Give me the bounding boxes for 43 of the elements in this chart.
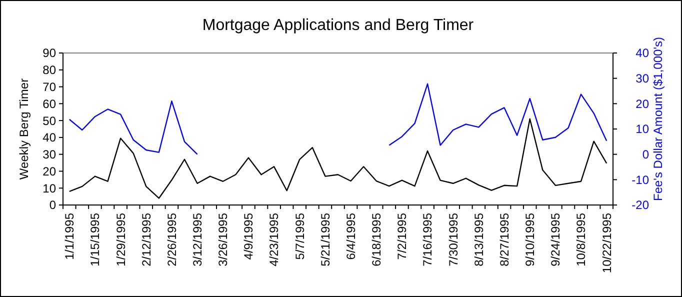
x-tick-label: 6/4/1995 — [344, 212, 358, 260]
x-tick-label: 4/23/1995 — [267, 212, 282, 266]
y-tick-label: 20 — [42, 164, 56, 178]
x-tick-label: 9/24/1995 — [548, 212, 563, 266]
x-tick-label: 3/26/1995 — [216, 212, 230, 266]
y-tick-label: 60 — [42, 96, 56, 111]
y-tick-label: 80 — [42, 63, 56, 78]
x-tick-label: 1/15/1995 — [88, 212, 102, 266]
y-tick-label: 40 — [42, 130, 56, 145]
x-tick-label: 7/2/1995 — [395, 212, 410, 260]
x-tick-label: 3/12/1995 — [190, 212, 204, 266]
x-tick-label: 9/10/1995 — [523, 212, 538, 266]
y2-tick-label: -20 — [632, 198, 650, 212]
x-tick-label: 5/7/1995 — [292, 212, 307, 260]
x-tick-label: 6/18/1995 — [370, 212, 384, 266]
x-tick-label: 10/8/1995 — [574, 212, 588, 266]
y-tick-label: 30 — [42, 148, 56, 162]
x-tick-label: 2/12/1995 — [139, 212, 154, 266]
x-tick-label: 2/26/1995 — [164, 212, 179, 266]
line-series — [68, 118, 608, 199]
y2-axis-title: Fee's Dollar Amount ($1,000's) — [651, 37, 665, 201]
x-tick-label: 8/13/1995 — [472, 212, 486, 266]
x-tick-label: 1/1/1995 — [62, 212, 77, 260]
y-tick-label: 50 — [42, 114, 56, 128]
y-tick-label: 10 — [42, 181, 56, 196]
y2-tick-label: 40 — [636, 46, 650, 60]
y-tick-label: 0 — [49, 198, 56, 212]
x-tick-label: 10/22/1995 — [600, 212, 614, 274]
y-tick-label: 70 — [42, 80, 56, 94]
y2-tick-label: 10 — [636, 122, 650, 136]
y2-tick-label: -10 — [632, 172, 650, 187]
chart-title: Mortgage Applications and Berg Timer — [202, 17, 474, 34]
y2-tick-label: 0 — [642, 148, 650, 162]
x-tick-label: 4/9/1995 — [242, 212, 256, 260]
x-tick-label: 7/30/1995 — [446, 212, 460, 266]
x-tick-label: 1/29/1995 — [114, 212, 128, 266]
x-tick-label: 7/16/1995 — [420, 212, 435, 266]
x-tick-label: 5/21/1995 — [318, 212, 332, 266]
x-tick-label: 8/27/1995 — [497, 212, 512, 266]
y-tick-label: 90 — [42, 46, 56, 60]
y2-tick-label: 30 — [636, 72, 650, 86]
y-axis-title: Weekly Berg Timer — [17, 78, 31, 180]
y2-tick-label: 20 — [636, 96, 650, 111]
